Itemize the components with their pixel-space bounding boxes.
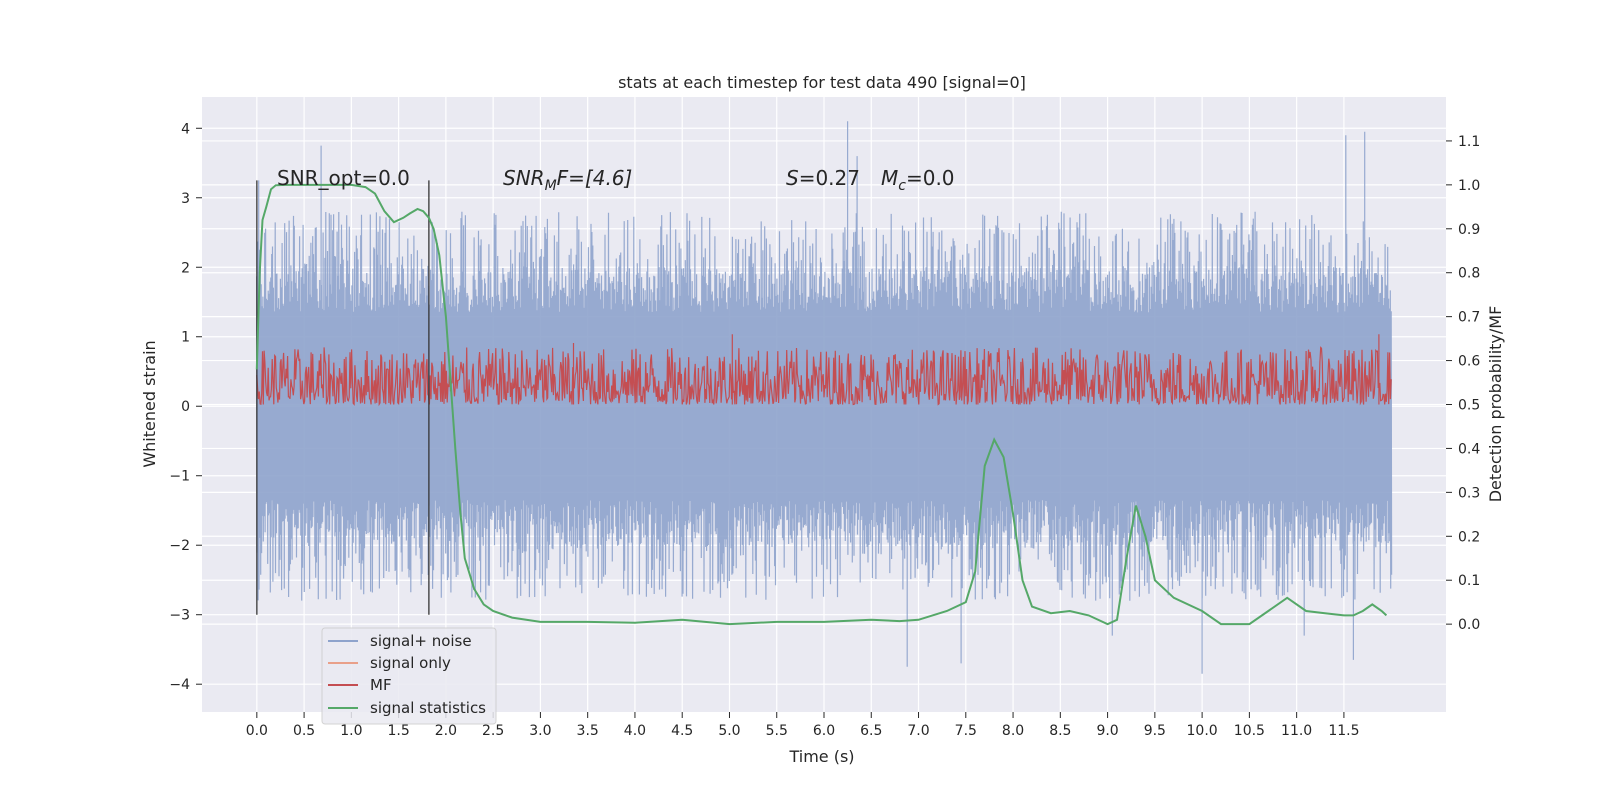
y-tick-label: 3 xyxy=(181,191,190,207)
y2-tick-label: 0.1 xyxy=(1458,573,1480,589)
x-tick-label: 6.5 xyxy=(860,723,882,739)
annotation-s: S=0.27 xyxy=(786,166,860,190)
x-tick-label: 4.0 xyxy=(624,723,646,739)
x-tick-label: 7.5 xyxy=(955,723,977,739)
y2-axis-ticks: 1.1 1.0 0.9 0.8 0.7 0.6 0.5 0.4 0.3 0.2 0.1 0.0 xyxy=(1446,134,1480,633)
y2-tick-label: 0.0 xyxy=(1458,617,1480,633)
y-axis-ticks: 4 3 2 1 0 −1 −2 −3 −4 xyxy=(169,121,202,693)
x-tick-label: 5.0 xyxy=(718,723,740,739)
x-tick-label: 8.0 xyxy=(1002,723,1024,739)
x-tick-label: 9.5 xyxy=(1144,723,1166,739)
x-tick-label: 3.0 xyxy=(529,723,551,739)
x-tick-label: 5.5 xyxy=(766,723,788,739)
y2-tick-label: 0.4 xyxy=(1458,441,1480,457)
signal-statistics-series xyxy=(255,183,1388,626)
y-tick-label: 4 xyxy=(181,121,190,137)
x-tick-label: 8.5 xyxy=(1049,723,1071,739)
x-tick-label: 6.0 xyxy=(813,723,835,739)
x-axis-label: Time (s) xyxy=(788,747,854,766)
y2-tick-label: 0.6 xyxy=(1458,354,1480,370)
x-axis-ticks: 0.0 0.5 1.0 1.5 2.0 2.5 3.0 3.5 4.0 4.5 5.0 5.5 6.0 6… xyxy=(246,712,1359,739)
x-tick-label: 11.0 xyxy=(1281,723,1312,739)
x-tick-label: 7.0 xyxy=(907,723,929,739)
x-tick-label: 4.5 xyxy=(671,723,693,739)
annotation-s-symbol: S xyxy=(786,166,799,190)
x-tick-label: 2.0 xyxy=(435,723,457,739)
y-tick-label: −2 xyxy=(169,538,190,554)
x-tick-label: 11.5 xyxy=(1328,723,1359,739)
y2-axis-label: Detection probability/MF xyxy=(1486,306,1505,503)
legend-box xyxy=(321,627,497,725)
y-tick-label: −1 xyxy=(169,469,190,485)
annotation-mc-value: =0.0 xyxy=(906,166,955,190)
y2-tick-label: 0.2 xyxy=(1458,529,1480,545)
annotation-snr-mf: SNRMF=[4.6] xyxy=(503,166,632,194)
x-tick-label: 1.0 xyxy=(340,723,362,739)
y2-tick-label: 1.1 xyxy=(1458,134,1480,150)
x-tick-label: 10.0 xyxy=(1187,723,1218,739)
annotation-mc-subscript: c xyxy=(898,178,906,194)
y2-tick-label: 0.9 xyxy=(1458,222,1480,238)
annotation-snr-opt: SNR_opt=0.0 xyxy=(277,166,410,190)
legend-label-signal-noise: signal+ noise xyxy=(370,632,472,650)
y-axis-label: Whitened strain xyxy=(140,340,159,467)
legend-label-signal-statistics: signal statistics xyxy=(370,699,486,717)
legend-label-mf: MF xyxy=(370,676,392,694)
annotation-snr-mf-subscript: M xyxy=(545,178,557,194)
y-tick-label: 1 xyxy=(181,330,190,346)
mf-series xyxy=(256,334,1392,407)
y-tick-label: −4 xyxy=(169,677,190,693)
y-tick-label: 2 xyxy=(181,260,190,276)
annotation-mc: Mc=0.0 xyxy=(881,166,955,194)
annotation-snr-mf-symbol: SNR xyxy=(503,166,545,190)
annotation-s-value: =0.27 xyxy=(799,166,860,190)
x-tick-label: 9.0 xyxy=(1096,723,1118,739)
y2-tick-label: 0.3 xyxy=(1458,485,1480,501)
annotation-snr-mf-value: F=[4.6] xyxy=(557,166,633,190)
x-tick-label: 0.0 xyxy=(246,723,268,739)
chart-title: stats at each timestep for test data 490… xyxy=(618,73,1026,92)
y2-tick-label: 0.8 xyxy=(1458,266,1480,282)
y2-tick-label: 0.7 xyxy=(1458,310,1480,326)
x-tick-label: 0.5 xyxy=(293,723,315,739)
y-tick-label: −3 xyxy=(169,608,190,624)
x-tick-label: 3.5 xyxy=(577,723,599,739)
legend: signal+ noise signal only MF signal stat… xyxy=(321,627,497,725)
legend-label-signal-only: signal only xyxy=(370,654,451,672)
x-tick-label: 1.5 xyxy=(387,723,409,739)
y2-tick-label: 1.0 xyxy=(1458,178,1480,194)
y2-tick-label: 0.5 xyxy=(1458,398,1480,414)
x-tick-label: 10.5 xyxy=(1234,723,1265,739)
x-tick-label: 2.5 xyxy=(482,723,504,739)
y-tick-label: 0 xyxy=(181,399,190,415)
annotation-mc-symbol: M xyxy=(881,166,898,190)
